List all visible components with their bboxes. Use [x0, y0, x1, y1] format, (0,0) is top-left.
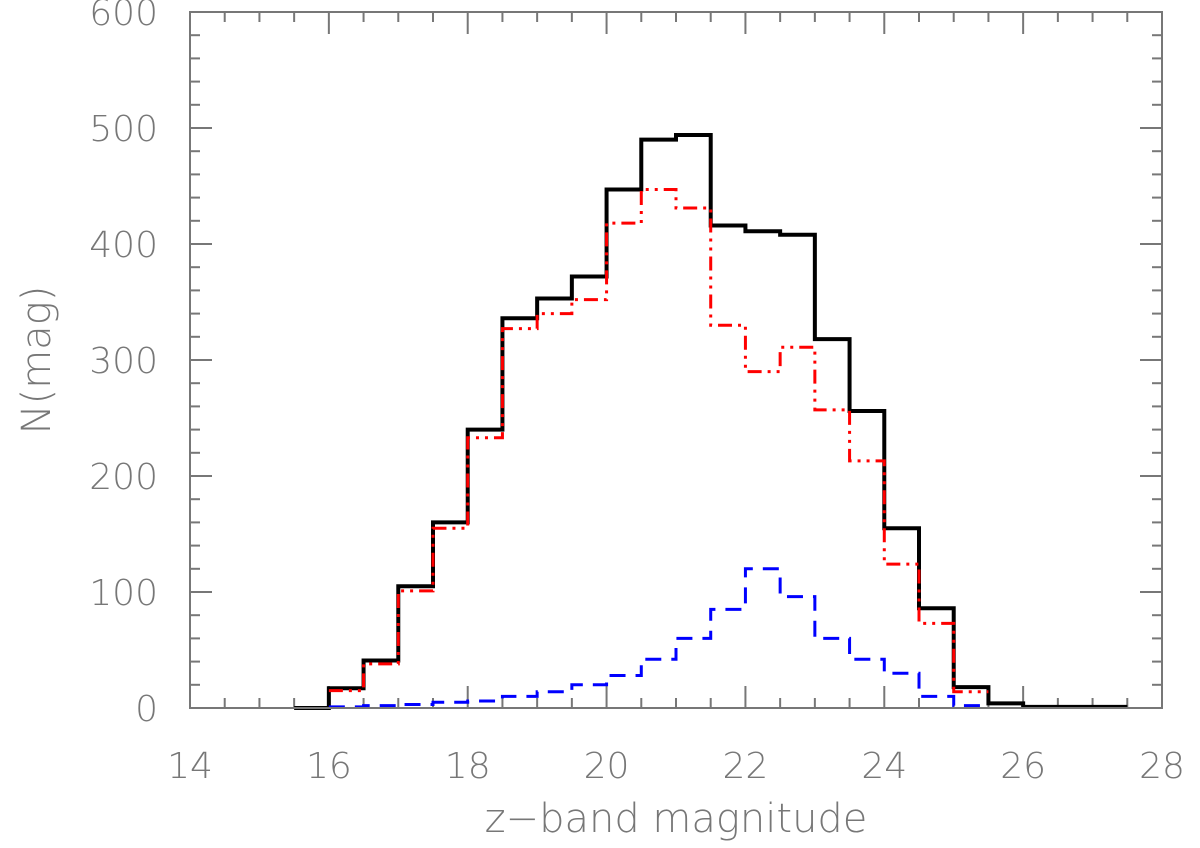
plot-frame — [189, 11, 1163, 709]
y-tick-label: 300 — [89, 341, 158, 382]
y-tick-label: 200 — [89, 457, 158, 498]
x-tick-label: 16 — [306, 746, 352, 787]
x-tick-label: 18 — [445, 746, 491, 787]
series-1-step-line — [328, 187, 989, 694]
axis-ticks — [189, 11, 1163, 709]
x-axis-label: z−band magnitude — [485, 796, 868, 842]
x-tick-label: 22 — [723, 746, 769, 787]
x-tick-label: 28 — [1139, 746, 1185, 787]
x-tick-label: 14 — [167, 746, 213, 787]
tick-labels: 14 16 18 20 22 24 26 28 0 100 200 300 400 500 600 — [89, 0, 1185, 787]
y-tick-label: 100 — [89, 573, 158, 614]
series-layer — [294, 132, 1128, 710]
x-tick-label: 20 — [584, 746, 630, 787]
series-2-step-line — [328, 567, 989, 709]
x-tick-label: 24 — [861, 746, 907, 787]
y-tick-label: 400 — [89, 225, 158, 266]
y-tick-label: 0 — [135, 689, 158, 730]
x-tick-label: 26 — [1000, 746, 1046, 787]
y-axis-label: N(mag) — [14, 286, 60, 435]
y-tick-label: 500 — [89, 109, 158, 150]
y-tick-label: 600 — [89, 0, 158, 34]
